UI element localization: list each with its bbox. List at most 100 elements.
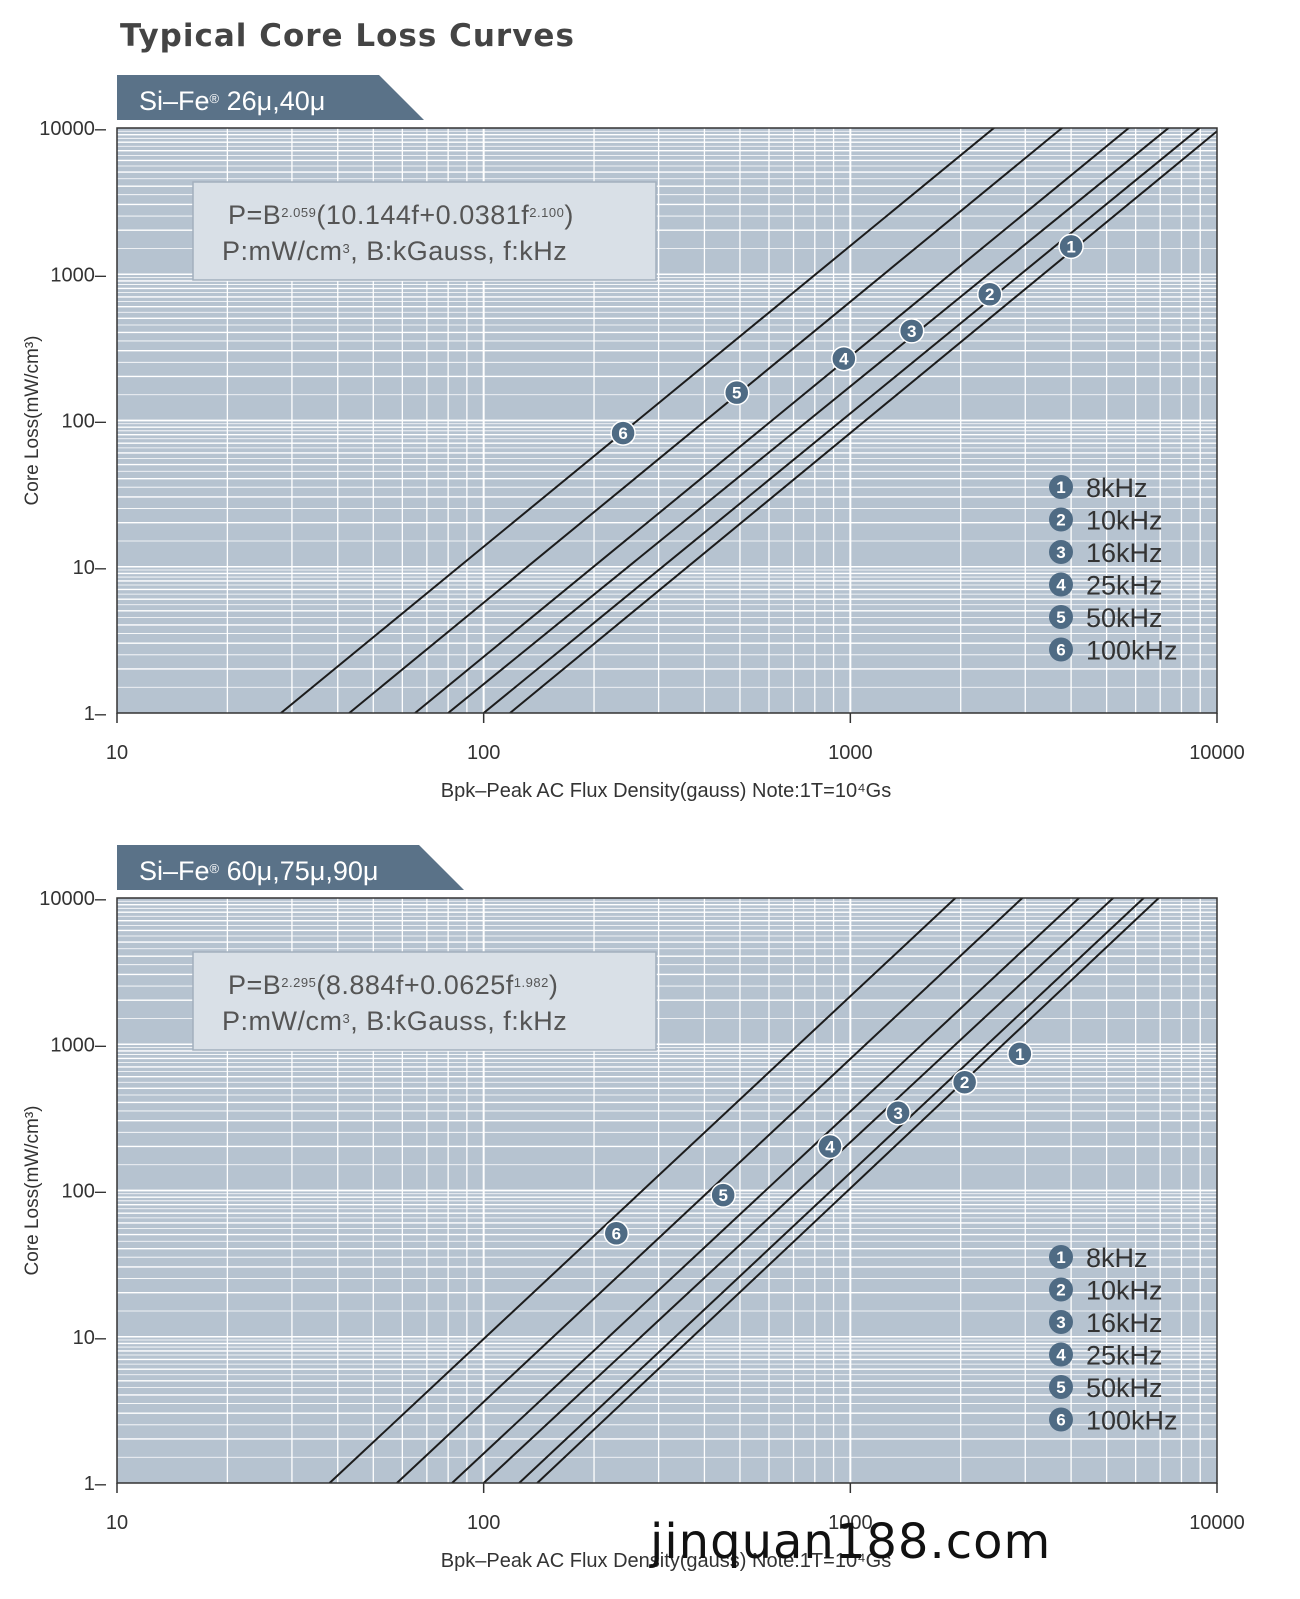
legend-label: 10kHz [1086,506,1163,536]
y-tick-label: 10000– [39,118,107,140]
legend-label: 25kHz [1086,571,1163,601]
marker-label: 2 [985,285,994,304]
x-axis-label: Bpk–Peak AC Flux Density(gauss) Note:1T=… [441,780,891,802]
marker-label: 2 [960,1073,969,1092]
legend-marker-label: 3 [1056,543,1065,562]
marker-label: 5 [732,384,741,403]
curves [328,898,1161,1483]
banner [117,75,424,120]
legend-item: 5 50kHz [1049,1373,1163,1403]
legend-marker-label: 5 [1056,608,1065,627]
y-tick-label: 1000– [50,264,106,286]
marker-label: 3 [893,1104,902,1123]
curve-marker-5: 5 [710,1182,736,1208]
y-tick-label: 100– [62,411,107,433]
legend-marker-label: 2 [1056,511,1065,530]
x-tick-label: 10000 [1189,1512,1245,1534]
formula-box: P=B2.059(10.144f+0.0381f2.100) P:mW/cm3, … [192,181,657,281]
legend-item: 1 8kHz [1049,473,1148,503]
plot-border [116,897,1218,1484]
legend-marker-label: 6 [1056,1411,1065,1430]
y-tick-label: 10000– [39,888,107,910]
curve-25kHz [451,898,1081,1483]
marker-label: 6 [612,1224,621,1243]
legend-label: 100kHz [1086,636,1178,666]
legend-marker-label: 4 [1056,576,1066,595]
legend-item: 5 50kHz [1049,603,1163,633]
legend-marker-label: 1 [1056,1248,1065,1267]
curve-marker-1: 1 [1058,233,1084,260]
legend-label: 8kHz [1086,473,1148,503]
curves [280,128,1217,713]
curve-8kHz [509,130,1217,713]
curve-10kHz [483,128,1202,713]
curve-50kHz [348,128,1064,713]
legend: 1 8kHz 2 10kHz 3 16kHz 4 25kHz 5 50kHz 6 100kHz [1049,1243,1178,1436]
curve-50kHz [396,898,1024,1483]
marker-label: 6 [618,424,627,443]
banner [117,845,464,890]
legend-marker-label: 6 [1056,641,1065,660]
legend-marker-label: 1 [1056,478,1065,497]
y-tick-label: 100– [62,1181,107,1203]
x-tick-label: 100 [467,742,500,764]
curve-10kHz [518,898,1146,1483]
y-axis-label: Core Loss(mW/cm³) [22,336,43,506]
curve-marker-2: 2 [951,1069,978,1095]
curve-marker-1: 1 [1007,1041,1033,1067]
plot-border [116,127,1218,714]
marker-label: 3 [907,322,916,341]
y-axis-label: Core Loss(mW/cm³) [22,1106,43,1276]
legend-label: 16kHz [1086,1308,1163,1338]
formula-line-1: P=B2.059(10.144f+0.0381f2.100) [228,200,574,230]
curve-marker-4: 4 [817,1133,843,1160]
y-tick-label: 1000– [50,1034,106,1056]
x-tick-label: 1000 [828,1512,873,1534]
legend-marker-label: 3 [1056,1313,1065,1332]
curve-16kHz [447,128,1171,713]
legend-marker-label: 5 [1056,1378,1065,1397]
x-tick-label: 10 [106,1512,128,1534]
curve-16kHz [482,898,1115,1483]
legend-item: 6 100kHz [1049,1406,1178,1436]
legend-label: 50kHz [1086,1373,1163,1403]
marker-label: 4 [825,1137,835,1156]
marker-label: 5 [718,1186,727,1205]
legend-item: 4 25kHz [1049,571,1163,601]
curve-marker-5: 5 [723,379,750,406]
marker-label: 1 [1066,237,1075,256]
y-tick-label: 10– [73,1327,107,1349]
x-axis-label: Bpk–Peak AC Flux Density(gauss) Note:1T=… [441,1550,891,1572]
legend-item: 2 10kHz [1049,1276,1163,1306]
x-tick-label: 10000 [1189,742,1245,764]
curve-marker-2: 2 [976,281,1003,307]
core-loss-chart-1: Si–Fe® 26μ,40μ P=B2.059(10.144f+0.0381f2.… [22,75,1245,802]
legend-marker-label: 2 [1056,1281,1065,1300]
banner-label: Si–Fe® 60μ,75μ,90μ [139,856,378,886]
watermark: jinquan188.com [650,1514,1052,1570]
legend-label: 10kHz [1086,1276,1163,1306]
x-tick-label: 1000 [828,742,873,764]
core-loss-chart-2: Si–Fe® 60μ,75μ,90μ P=B2.295(8.884f+0.0625… [22,845,1245,1572]
legend-item: 3 16kHz [1049,538,1163,568]
marker-label: 1 [1015,1045,1024,1064]
legend-label: 50kHz [1086,603,1163,633]
curve-25kHz [414,128,1131,713]
formula-box: P=B2.295(8.884f+0.0625f1.982) P:mW/cm3, B… [192,951,657,1051]
curve-marker-6: 6 [603,1220,630,1247]
legend-label: 100kHz [1086,1406,1178,1436]
legend: 1 8kHz 2 10kHz 3 16kHz 4 25kHz 5 50kHz 6 100kHz [1049,473,1178,666]
legend-item: 2 10kHz [1049,506,1163,536]
formula-line-2: P:mW/cm3, B:kGauss, f:kHz [222,236,567,266]
legend-item: 4 25kHz [1049,1341,1163,1371]
y-tick-label: 1– [84,1473,107,1495]
formula-line-1: P=B2.295(8.884f+0.0625f1.982) [228,970,558,1000]
legend-label: 16kHz [1086,538,1163,568]
marker-label: 4 [839,350,849,369]
x-tick-label: 10 [106,742,128,764]
banner-label: Si–Fe® 26μ,40μ [139,86,325,116]
legend-label: 25kHz [1086,1341,1163,1371]
curve-marker-3: 3 [885,1100,911,1126]
legend-item: 6 100kHz [1049,636,1178,666]
curve-8kHz [536,898,1161,1483]
